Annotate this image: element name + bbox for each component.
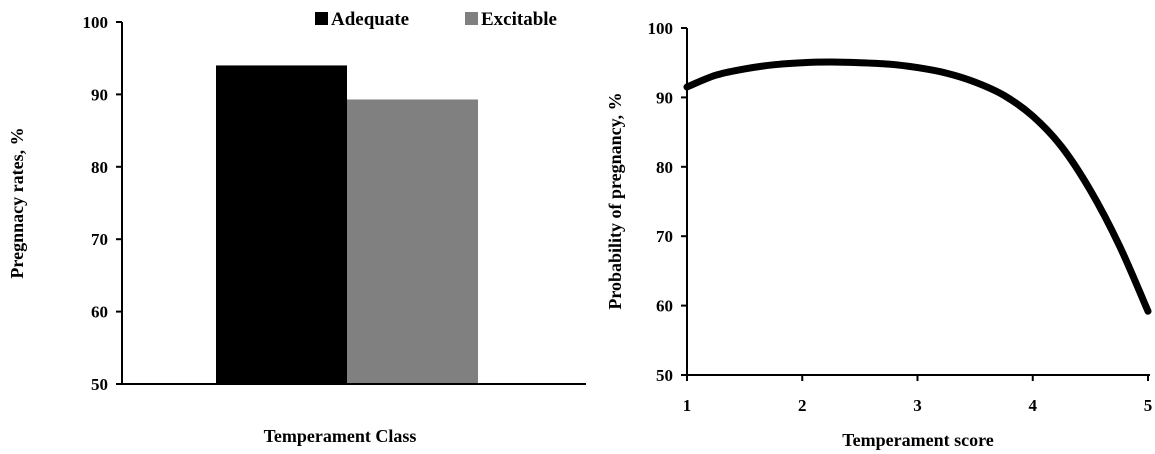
legend-swatch-adequate	[315, 12, 328, 25]
line-y-tick-label: 60	[656, 297, 673, 316]
bar-y-tick-label: 70	[91, 230, 108, 249]
legend-label-excitable: Excitable	[481, 9, 557, 30]
bar-y-tick-label: 50	[91, 375, 108, 394]
bar-y-ticks: 50 60 70 80 90 100	[83, 13, 122, 394]
line-y-tick-label: 80	[656, 158, 673, 177]
bar-chart: 50 60 70 80 90 100 Temperament Class Pregnnac…	[7, 9, 586, 446]
bar-y-tick-label: 80	[91, 158, 108, 177]
bar-y-axis-title: Pregnnacy rates, %	[7, 127, 27, 278]
bar-excitable	[347, 99, 478, 384]
bar-y-tick-label: 90	[91, 85, 108, 104]
probability-curve	[683, 58, 1152, 315]
line-x-tick-label: 3	[913, 396, 922, 415]
line-x-tick-label: 4	[1029, 396, 1038, 415]
legend-label-adequate: Adequate	[331, 9, 409, 30]
line-x-axis-title: Temperament score	[842, 430, 993, 450]
bar-adequate	[216, 65, 347, 384]
bar-y-tick-label: 60	[91, 303, 108, 322]
line-x-tick-label: 1	[683, 396, 692, 415]
line-y-tick-label: 90	[656, 88, 673, 107]
line-x-tick-label: 2	[798, 396, 807, 415]
line-y-tick-label: 100	[648, 19, 674, 38]
line-y-ticks: 50 60 70 80 90 100	[648, 19, 687, 385]
bar-x-axis-title: Temperament Class	[264, 426, 417, 446]
line-y-axis-title: Probability of pregnancy, %	[605, 92, 625, 309]
line-x-tick-label: 5	[1144, 396, 1153, 415]
bar-y-tick-label: 100	[83, 13, 109, 32]
legend-swatch-excitable	[465, 12, 478, 25]
line-y-tick-label: 70	[656, 227, 673, 246]
bar-marks	[216, 65, 478, 384]
bar-legend: Adequate Excitable	[315, 9, 557, 30]
line-x-ticks: 1 2 3 4 5	[683, 375, 1153, 415]
line-chart: 50 60 70 80 90 100 1 2 3 4 5 Temperament score Pr…	[605, 19, 1152, 450]
line-y-tick-label: 50	[656, 366, 673, 385]
